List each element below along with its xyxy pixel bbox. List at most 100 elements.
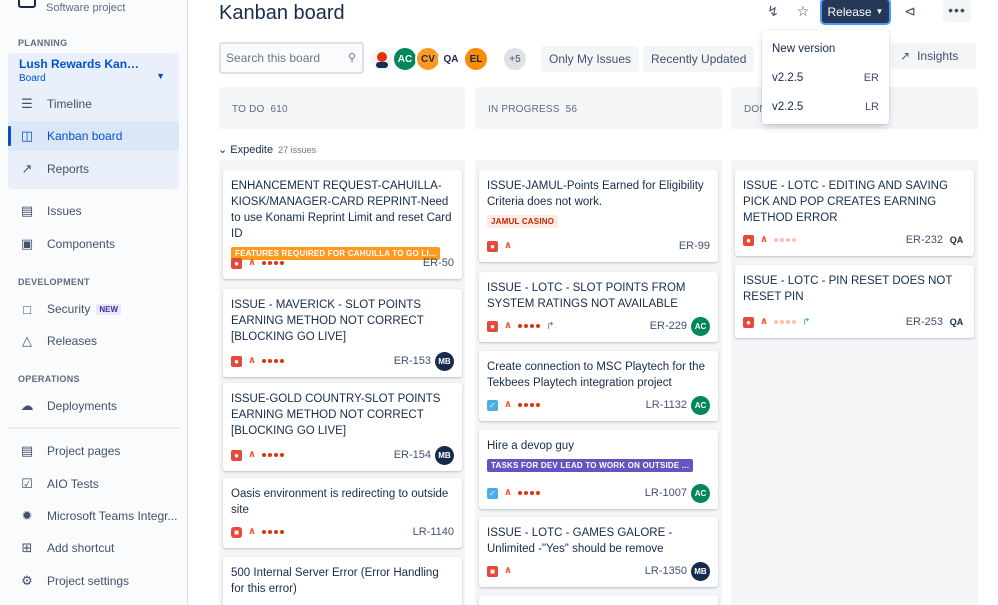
- card-key[interactable]: ER-50: [422, 257, 454, 269]
- sidebar-item-project-pages[interactable]: ▤ Project pages: [8, 436, 179, 466]
- user-photo-icon: [371, 48, 393, 70]
- assignee-avatar[interactable]: AC: [691, 395, 710, 415]
- add-shortcut-icon: ⊞: [21, 540, 33, 555]
- more-actions-button[interactable]: •••: [943, 0, 971, 22]
- star-icon[interactable]: ☆: [796, 3, 810, 19]
- card-key[interactable]: ER-232: [905, 234, 943, 246]
- card[interactable]: 500 Internal Server Error (Error Handlin…: [223, 557, 462, 605]
- card[interactable]: ISSUE-JAMUL-Points Earned for Eligibilit…: [479, 170, 718, 262]
- bug-icon: ●: [231, 449, 242, 461]
- insights-button[interactable]: ↗ Insights: [891, 43, 976, 69]
- menu-item-label: v2.2.5: [772, 100, 804, 113]
- card-summary: ISSUE-JAMUL-Points Earned for Eligibilit…: [487, 180, 704, 208]
- assignee-avatar[interactable]: MB: [691, 561, 710, 581]
- priority-highest-icon: ∧: [248, 355, 257, 366]
- card-key[interactable]: LR-1140: [412, 526, 454, 538]
- priority-highest-icon: ∧: [504, 240, 513, 251]
- assignee-avatar[interactable]: QA: [947, 312, 966, 332]
- chevron-down-icon: ▼: [156, 71, 165, 81]
- assignee-avatar[interactable]: AC: [691, 316, 710, 336]
- card-footer: ● ∧ ER-153 MB: [231, 351, 454, 371]
- bug-icon: ●: [743, 316, 754, 328]
- aio-icon: ☑: [21, 476, 33, 491]
- card-footer: ● ∧ ↱ ER-253 QA: [743, 312, 966, 332]
- card-summary: Oasis environment is redirecting to outs…: [231, 488, 449, 516]
- card-key[interactable]: LR-1132: [645, 399, 687, 411]
- priority-highest-icon: ∧: [504, 320, 513, 331]
- sidebar-item-security[interactable]: □ Security NEW: [8, 294, 179, 324]
- bug-icon: ■: [487, 565, 498, 577]
- lock-icon: □: [23, 301, 31, 317]
- components-icon: ▣: [20, 236, 34, 251]
- automation-icon[interactable]: ↯: [767, 3, 779, 19]
- search-input[interactable]: [221, 44, 336, 72]
- estimate-dots-icon: [518, 491, 541, 495]
- card[interactable]: Oasis environment is redirecting to outs…: [223, 478, 462, 548]
- column-count: 610: [270, 104, 288, 115]
- sidebar-item-label: Reports: [47, 162, 90, 176]
- card-key[interactable]: ER-154: [393, 449, 431, 461]
- card[interactable]: Create connection to MSC Playtech for th…: [479, 351, 718, 421]
- more-avatars[interactable]: +5: [502, 46, 528, 72]
- assignee-avatar[interactable]: AC: [691, 483, 710, 503]
- sidebar-item-label: Issues: [47, 204, 82, 218]
- card-key[interactable]: LR-1350: [644, 565, 687, 577]
- estimate-dots-icon: [518, 403, 541, 407]
- card[interactable]: ENHANCEMENT REQUEST-CAHUILLA-KIOSK/MANAG…: [223, 170, 462, 279]
- card[interactable]: ISSUE - LOTC - GAMES GALORE - Unlimited …: [479, 517, 718, 587]
- recently-updated-filter[interactable]: Recently Updated: [643, 46, 755, 72]
- sidebar-item-releases[interactable]: △ Releases: [8, 326, 179, 356]
- search-box: ⚲: [219, 42, 364, 74]
- bug-icon: ●: [487, 320, 498, 332]
- task-icon: ✓: [487, 487, 498, 499]
- avatar[interactable]: EL: [463, 46, 489, 72]
- cloud-icon: ☁: [20, 398, 34, 413]
- avatar[interactable]: [369, 46, 395, 72]
- sidebar-item-reports[interactable]: ↗ Reports: [8, 154, 179, 184]
- menu-item-version-er[interactable]: v2.2.5 ER: [762, 63, 889, 92]
- menu-item-new-version[interactable]: New version: [762, 34, 889, 63]
- card-key[interactable]: LR-1007: [644, 487, 687, 499]
- bug-icon: ●: [743, 234, 754, 246]
- sidebar-item-label: AIO Tests: [47, 477, 99, 491]
- assignee-avatar[interactable]: MB: [435, 445, 454, 465]
- sidebar-item-add-shortcut[interactable]: ⊞ Add shortcut: [8, 533, 179, 563]
- board-type: Board: [19, 73, 46, 84]
- card[interactable]: ISSUE-GOLD COUNTRY-SLOT POINTS EARNING M…: [223, 383, 462, 471]
- assignee-avatar[interactable]: QA: [947, 230, 966, 250]
- card[interactable]: ISSUE - LOTC - SLOT POINTS FROM SYSTEM R…: [479, 272, 718, 342]
- planning-section-title: PLANNING: [18, 38, 68, 48]
- release-label: Release: [827, 4, 872, 19]
- sidebar-item-kanban-board[interactable]: ◫ Kanban board: [8, 121, 179, 151]
- avatar[interactable]: QA: [438, 46, 464, 72]
- only-my-issues-filter[interactable]: Only My Issues: [541, 46, 640, 72]
- assignee-avatar[interactable]: MB: [435, 351, 454, 371]
- card[interactable]: [479, 596, 718, 605]
- card-key[interactable]: ER-99: [678, 240, 710, 252]
- sidebar-item-aio-tests[interactable]: ☑ AIO Tests: [8, 469, 179, 499]
- card[interactable]: ISSUE - LOTC - PIN RESET DOES NOT RESET …: [735, 265, 974, 338]
- card-footer: ● ∧ ER-154 MB: [231, 445, 454, 465]
- sidebar-item-timeline[interactable]: ☰ Timeline: [8, 89, 179, 119]
- sidebar-item-components[interactable]: ▣ Components: [8, 229, 179, 259]
- card-summary: Create connection to MSC Playtech for th…: [487, 361, 705, 389]
- card[interactable]: ISSUE - LOTC - EDITING AND SAVING PICK A…: [735, 170, 974, 256]
- sidebar-item-deployments[interactable]: ☁ Deployments: [8, 391, 179, 421]
- sidebar-item-microsoft-teams[interactable]: ✹ Microsoft Teams Integr...: [8, 501, 179, 531]
- sidebar-item-issues[interactable]: ▤ Issues: [8, 196, 179, 226]
- sidebar-item-project-settings[interactable]: ⚙ Project settings: [8, 566, 179, 596]
- swimlane-expedite[interactable]: ⌄ Expedite 27 issues: [218, 143, 316, 156]
- priority-highest-icon: ∧: [504, 487, 513, 498]
- menu-item-version-lr[interactable]: v2.2.5 LR: [762, 92, 889, 121]
- release-button[interactable]: Release ▼: [822, 0, 889, 23]
- card-key[interactable]: ER-253: [905, 316, 943, 328]
- card[interactable]: Hire a devop guy TASKS FOR DEV LEAD TO W…: [479, 430, 718, 509]
- card[interactable]: ISSUE - MAVERICK - SLOT POINTS EARNING M…: [223, 289, 462, 377]
- estimate-dots-icon: [262, 530, 285, 534]
- card-summary: Hire a devop guy: [487, 440, 574, 452]
- card-key[interactable]: ER-153: [393, 355, 431, 367]
- board-selector[interactable]: Lush Rewards Kanba... Board ▼: [19, 57, 169, 84]
- card-footer: ■ ∧ LR-1140: [231, 522, 454, 542]
- share-icon[interactable]: ⊲: [904, 3, 916, 19]
- card-key[interactable]: ER-229: [649, 320, 687, 332]
